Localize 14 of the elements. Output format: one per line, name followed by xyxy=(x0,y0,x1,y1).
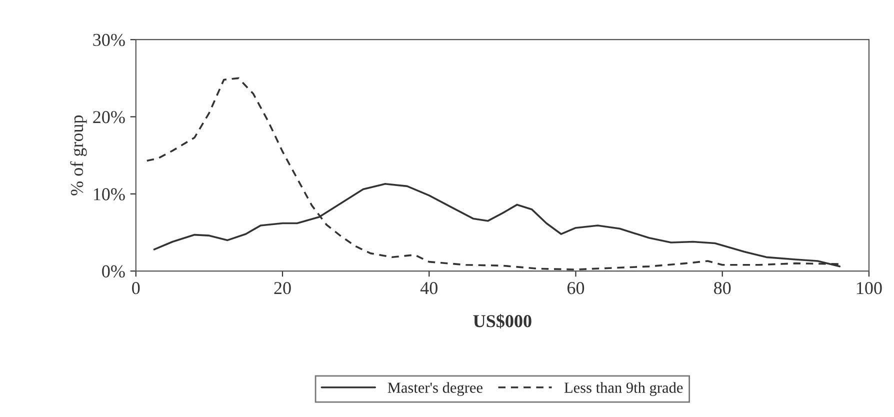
y-tick-label: 20% xyxy=(93,111,125,124)
y-tick-label: 0% xyxy=(102,265,125,278)
legend-label: Less than 9th grade xyxy=(564,382,683,396)
x-tick-label: 80 xyxy=(714,282,731,294)
y-axis-title: % of group xyxy=(70,115,87,196)
x-tick-label: 100 xyxy=(857,282,882,294)
x-axis-title: US$000 xyxy=(473,314,532,328)
x-tick-label: 40 xyxy=(420,282,438,294)
x-tick-label: 60 xyxy=(567,282,584,294)
y-tick-label: 30% xyxy=(93,34,125,46)
y-tick-label: 10% xyxy=(94,188,125,200)
x-tick-label: 0 xyxy=(132,282,140,294)
legend-label: Master's degree xyxy=(388,382,482,396)
x-tick-label: 20 xyxy=(274,282,291,294)
